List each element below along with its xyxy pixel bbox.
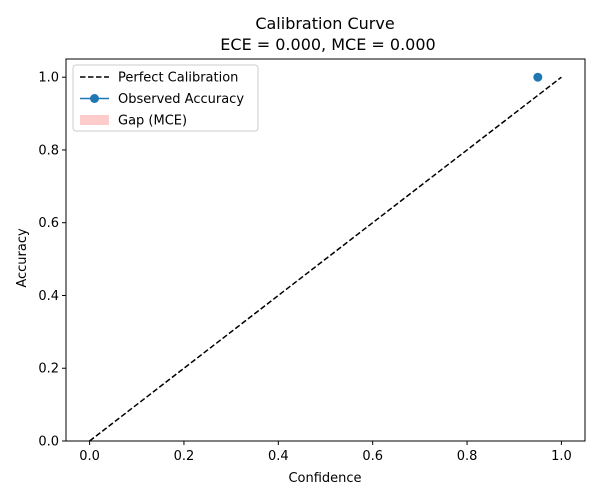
chart-subtitle: ECE = 0.000, MCE = 0.000: [220, 35, 435, 54]
legend: Perfect Calibration Observed Accuracy Gap …: [72, 64, 259, 132]
legend-box: [72, 64, 259, 132]
x-tick-label: 0.4: [268, 449, 289, 464]
x-tick-label: 1.0: [551, 449, 572, 464]
plot-frame: [65, 58, 586, 442]
legend-swatch-gap-mce: [80, 115, 109, 125]
y-tick-label: 1.0: [38, 71, 59, 86]
y-tick-label: 0.4: [38, 289, 59, 304]
series-line-perfect-calibration: [89, 76, 562, 442]
x-axis-label: Confidence: [288, 471, 361, 486]
y-tick-label: 0.8: [38, 143, 59, 158]
plot-area: 0.0 0.2 0.4 0.6 0.8 1.0 0.0 0.2 0.4 0.6 0.8 1.0: [38, 58, 586, 464]
x-tick-label: 0.2: [174, 449, 195, 464]
legend-marker-observed-accuracy: [90, 94, 99, 103]
y-tick-label: 0.6: [38, 216, 59, 231]
legend-label-perfect-calibration: Perfect Calibration: [118, 71, 238, 86]
legend-label-gap-mce: Gap (MCE): [118, 114, 187, 129]
y-tick-label: 0.0: [38, 435, 59, 450]
x-tick-label: 0.6: [362, 449, 383, 464]
legend-label-observed-accuracy: Observed Accuracy: [118, 92, 244, 107]
x-tick-label: 0.0: [79, 449, 100, 464]
y-axis-label: Accuracy: [15, 228, 30, 288]
x-tick-label: 0.8: [457, 449, 478, 464]
data-point-observed-accuracy: [533, 72, 543, 82]
chart-title: Calibration Curve: [255, 14, 394, 33]
y-tick-label: 0.2: [38, 362, 59, 377]
